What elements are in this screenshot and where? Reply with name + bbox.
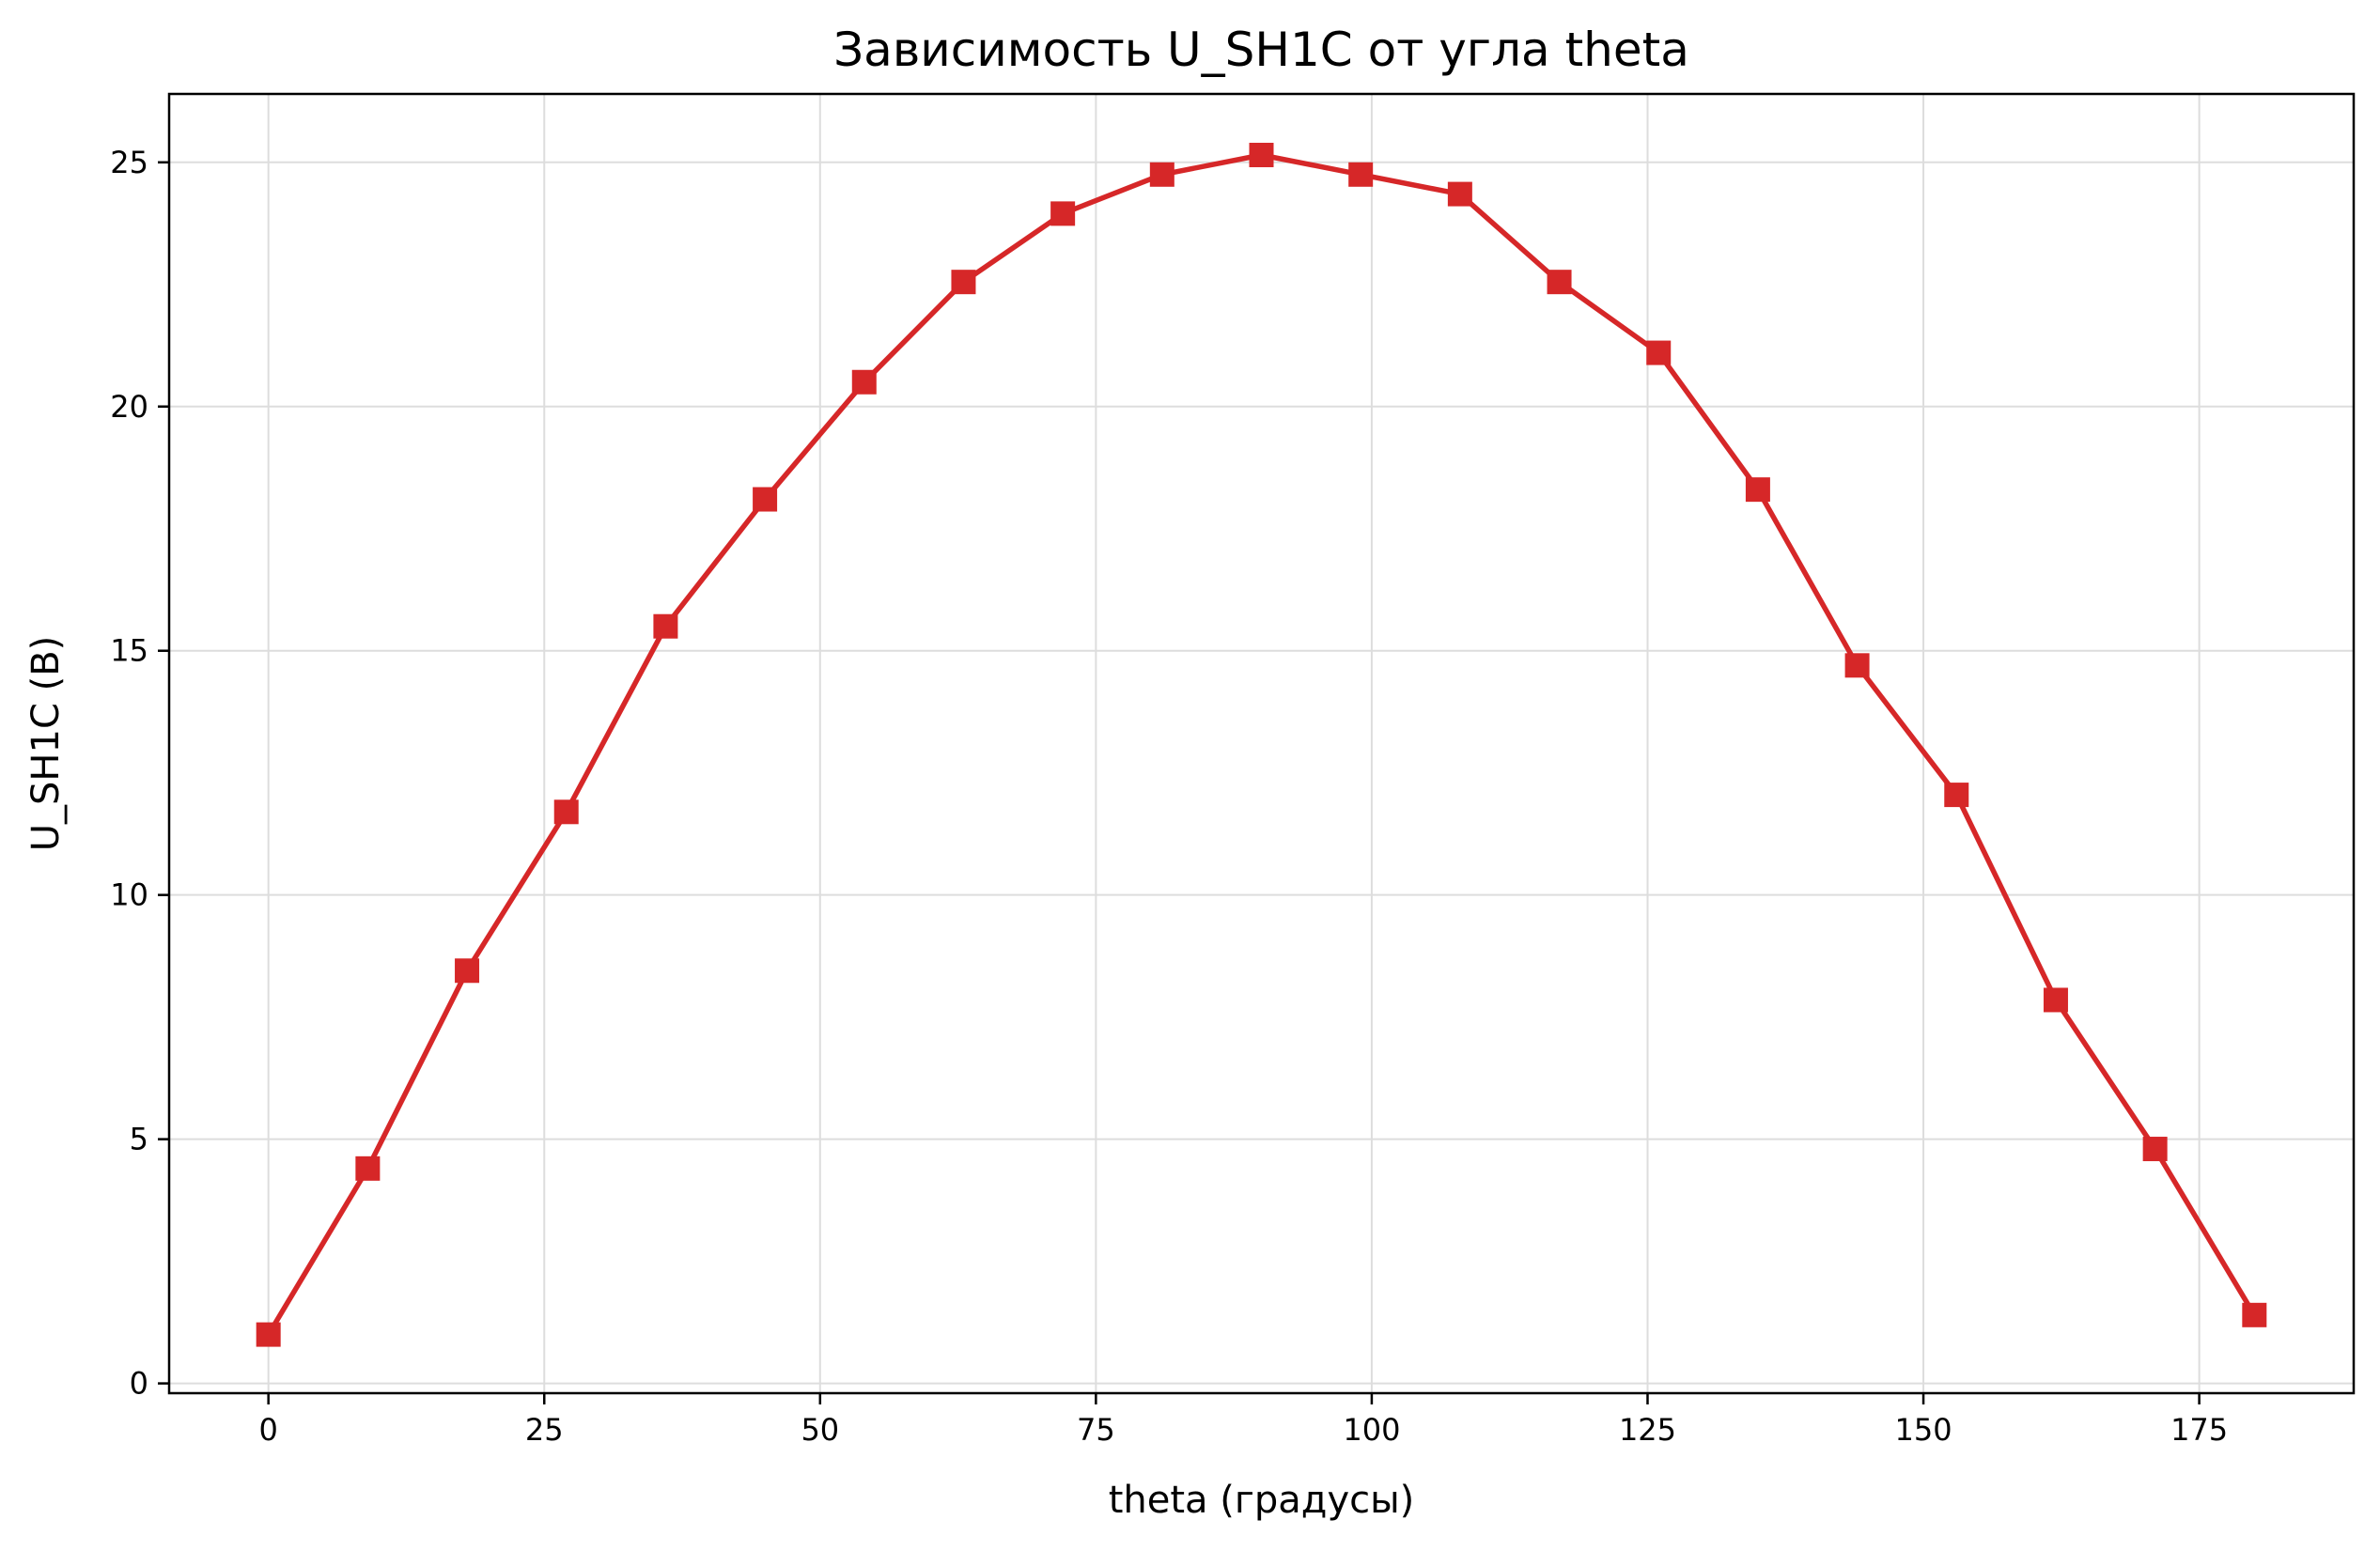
data-point-marker: [256, 1322, 281, 1347]
x-tick-label: 150: [1895, 1412, 1952, 1448]
data-point-marker: [2142, 1137, 2168, 1162]
ticks-layer: 0 25 50 75 100 125 150 175 0 5 10 15 20 25: [110, 145, 2228, 1448]
chart-title: Зависимость U_SH1C от угла theta: [833, 23, 1689, 77]
y-tick-label: 10: [110, 877, 148, 913]
plot-frame: [167, 92, 2356, 1395]
data-point-marker: [1050, 201, 1076, 226]
data-point-marker: [1745, 477, 1770, 503]
x-tick-label: 75: [1077, 1412, 1115, 1448]
data-point-marker: [1944, 783, 1969, 808]
y-axis-label: U_SH1C (В): [24, 636, 68, 852]
x-tick-label: 50: [801, 1412, 839, 1448]
data-point-marker: [1149, 162, 1174, 187]
data-point-marker: [1447, 181, 1472, 207]
y-tick-label: 0: [130, 1366, 148, 1402]
data-point-marker: [1547, 270, 1572, 295]
x-tick-label: 0: [259, 1412, 278, 1448]
x-axis-label: theta (градусы): [1109, 1479, 1415, 1522]
x-tick-label: 175: [2170, 1412, 2228, 1448]
x-tick-label: 125: [1619, 1412, 1676, 1448]
data-point-marker: [2242, 1302, 2267, 1327]
y-tick-label: 5: [130, 1122, 148, 1157]
data-point-marker: [355, 1155, 381, 1181]
x-tick-label: 100: [1343, 1412, 1400, 1448]
data-point-marker: [1844, 653, 1870, 678]
data-point-marker: [951, 270, 976, 295]
data-point-marker: [753, 487, 778, 512]
data-point-marker: [553, 799, 579, 825]
y-tick-label: 20: [110, 389, 148, 425]
series-layer: [256, 142, 2267, 1347]
y-tick-label: 25: [110, 145, 148, 180]
grid-layer: [169, 94, 2354, 1393]
data-point-marker: [455, 958, 480, 984]
data-point-marker: [653, 613, 678, 639]
data-point-marker: [851, 369, 877, 395]
y-tick-label: 15: [110, 633, 148, 669]
data-point-marker: [2043, 987, 2068, 1013]
data-point-marker: [1646, 340, 1672, 365]
series-line: [266, 152, 2257, 1337]
x-tick-label: 25: [525, 1412, 564, 1448]
data-point-marker: [1249, 142, 1274, 167]
data-point-marker: [1348, 162, 1374, 187]
